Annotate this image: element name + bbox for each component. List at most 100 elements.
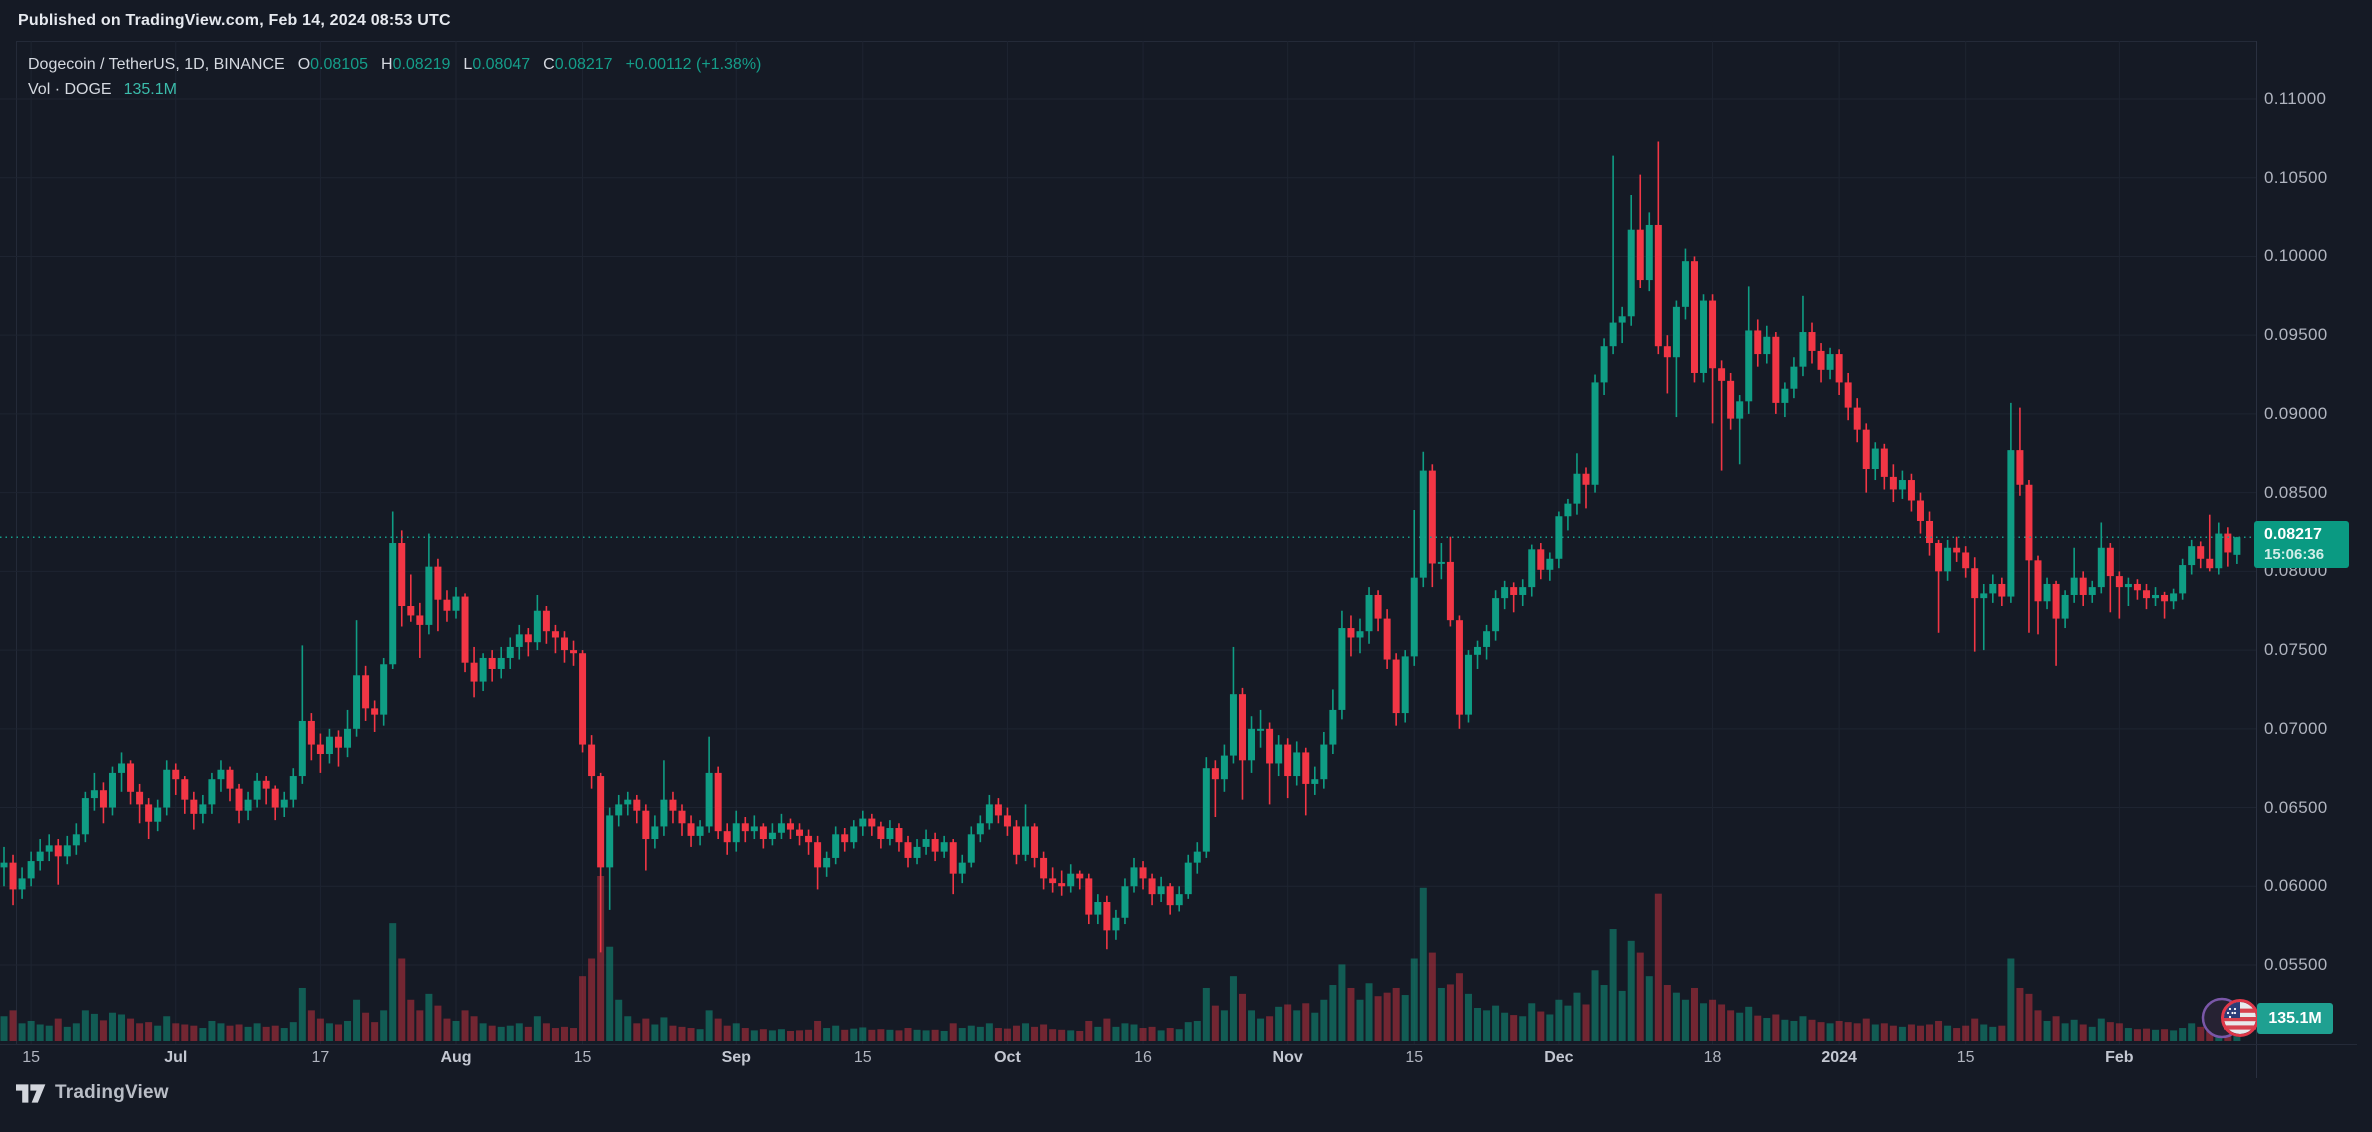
- candle-body: [1980, 593, 1988, 599]
- time-axis-label: Nov: [1272, 1049, 1303, 1066]
- candle-body: [1871, 448, 1879, 470]
- candle-body: [1085, 878, 1093, 915]
- candle-body: [1555, 516, 1563, 559]
- volume-bar: [1907, 1024, 1915, 1041]
- volume-bar: [1808, 1019, 1816, 1041]
- candle-body: [1202, 768, 1210, 852]
- volume-bar: [1537, 1011, 1545, 1041]
- candle-body: [922, 839, 930, 847]
- candle-body: [651, 826, 659, 840]
- symbol-title[interactable]: Dogecoin / TetherUS, 1D, BINANCE: [28, 56, 285, 73]
- candle-body: [994, 804, 1002, 816]
- volume-bar: [1166, 1028, 1174, 1041]
- candle-body: [1347, 628, 1355, 638]
- volume-bar: [2079, 1024, 2087, 1041]
- volume-bar: [1799, 1016, 1807, 1041]
- candle-body: [1022, 826, 1030, 855]
- volume-bar: [244, 1026, 252, 1041]
- candle-body: [1157, 886, 1165, 895]
- volume-bar: [1727, 1010, 1735, 1041]
- candle-body: [1582, 473, 1590, 485]
- volume-bar: [45, 1025, 53, 1041]
- volume-bar: [1338, 964, 1346, 1041]
- candle-body: [99, 790, 107, 808]
- candle-body: [1781, 388, 1789, 403]
- candle-body: [2124, 583, 2132, 588]
- candle-body: [606, 815, 614, 868]
- candle-body: [63, 845, 71, 857]
- volume-bar: [154, 1025, 162, 1041]
- volume-bar: [1618, 990, 1626, 1041]
- candle-body: [9, 862, 17, 890]
- volume-bar: [434, 1005, 442, 1041]
- candle-body: [81, 798, 89, 835]
- candle-body: [1573, 473, 1581, 504]
- candle-body: [1428, 470, 1436, 564]
- candle-body: [1383, 618, 1391, 660]
- volume-bar: [127, 1018, 135, 1041]
- candle-body: [443, 599, 451, 611]
- volume-bar: [1130, 1024, 1138, 1041]
- candle-body: [1392, 659, 1400, 714]
- candle-body: [1880, 448, 1888, 477]
- time-axis-label: 18: [1703, 1049, 1722, 1066]
- candle-body: [1293, 752, 1301, 777]
- candle-body: [2043, 583, 2051, 602]
- volume-bar: [768, 1030, 776, 1041]
- candle-body: [1311, 779, 1319, 784]
- volume-bar: [642, 1018, 650, 1041]
- candle-body: [1302, 752, 1310, 784]
- volume-bar: [741, 1028, 749, 1041]
- candle-body: [759, 826, 767, 840]
- candle-body: [1736, 401, 1744, 419]
- volume-bar: [2106, 1022, 2114, 1041]
- volume-bar: [253, 1023, 261, 1041]
- candle-body: [2115, 576, 2123, 588]
- candle-body: [2097, 547, 2105, 588]
- volume-bar: [1636, 952, 1644, 1041]
- volume-bar: [1302, 1003, 1310, 1041]
- candle-body: [2034, 560, 2042, 602]
- volume-bar: [1971, 1018, 1979, 1041]
- volume-bar: [823, 1028, 831, 1041]
- candle-body: [1962, 552, 1970, 569]
- candle-body: [1338, 628, 1346, 710]
- candle-body: [1076, 873, 1084, 879]
- candle-body: [1166, 886, 1174, 906]
- candle-body: [1907, 480, 1915, 501]
- candle-body: [298, 720, 306, 777]
- bar-countdown: 15:06:36: [2264, 546, 2325, 564]
- volume-bar: [1781, 1019, 1789, 1041]
- candle-body: [2197, 546, 2205, 559]
- candle-body: [1139, 867, 1147, 879]
- footer-brand-link[interactable]: TradingView: [16, 1082, 169, 1104]
- volume-bar: [1700, 1003, 1708, 1041]
- volume-indicator-title[interactable]: Vol · DOGE: [28, 81, 112, 98]
- candle-body: [560, 637, 568, 651]
- volume-bar: [1501, 1012, 1509, 1041]
- volume-bar: [660, 1017, 668, 1041]
- volume-bar: [859, 1027, 867, 1041]
- ohlc-high: H 0.08219: [381, 56, 451, 73]
- time-axis-label: Oct: [994, 1049, 1021, 1066]
- candle-body: [976, 823, 984, 835]
- volume-bar: [976, 1026, 984, 1041]
- candle-body: [1926, 520, 1934, 544]
- price-axis-label: 0.10000: [2264, 246, 2328, 266]
- time-axis-separator[interactable]: [0, 1044, 2357, 1045]
- volume-bar: [2034, 1010, 2042, 1041]
- volume-bar: [1365, 983, 1373, 1041]
- volume-bar: [597, 876, 605, 1041]
- volume-bar: [470, 1016, 478, 1041]
- candle-body: [841, 834, 849, 843]
- last-volume-value: 135.1M: [2268, 1009, 2322, 1027]
- volume-bar: [1311, 1012, 1319, 1041]
- volume-bar: [1944, 1025, 1952, 1041]
- candle-body: [1103, 902, 1111, 931]
- volume-bar: [2170, 1030, 2178, 1041]
- volume-bar: [425, 993, 433, 1041]
- volume-bar: [750, 1030, 758, 1041]
- volume-bar: [1374, 996, 1382, 1041]
